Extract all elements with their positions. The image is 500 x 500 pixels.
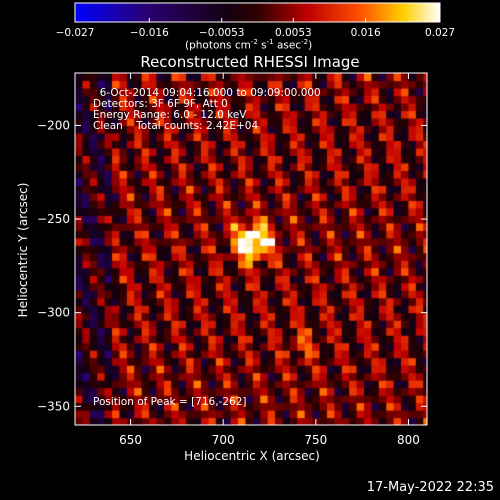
x-tick-label: 750 [304,433,327,447]
colorbar-tick-label: −0.0053 [199,27,245,39]
colorbar-tick-label: 0.016 [351,27,381,39]
colorbar-tick-label: −0.016 [130,27,169,39]
info-detectors: Detectors: 3F 6F 9F, Att 0 [93,98,228,110]
info-total-counts: Clean Total counts: 2.42E+04 [93,120,259,132]
x-tick-label: 800 [397,433,420,447]
y-tick-label: −300 [37,306,70,320]
x-axis-label: Heliocentric X (arcsec) [184,449,320,463]
y-tick-label: −350 [37,399,70,413]
chart-title: Reconstructed RHESSI Image [140,53,360,71]
colorbar-units: (photons cm-2 s-1 asec-2) [185,38,312,52]
units-sup: -2 [250,38,258,46]
units-part: (photons cm [185,39,251,52]
timestamp: 17-May-2022 22:35 [366,480,494,495]
x-tick-label: 650 [119,433,142,447]
info-time-range: 6-Oct-2014 09:04:16.000 to 09:09:00.000 [93,87,321,99]
units-sup: -2 [301,38,309,46]
colorbar-tick-label: 0.027 [425,27,455,39]
colorbar-tick-label: −0.027 [56,27,95,39]
units-part: s [257,39,267,52]
peak-position: Position of Peak = [716,-262] [93,396,247,408]
x-tick-label: 700 [212,433,235,447]
y-axis-label: Heliocentric Y (arcsec) [16,183,30,318]
heatmap-image [75,73,427,425]
units-sup: -1 [266,38,274,46]
colorbar: −0.027 −0.016 −0.0053 0.0053 0.016 0.027 [56,2,455,39]
units-part: ) [308,39,313,52]
y-tick-label: −250 [37,212,70,226]
units-part: asec [273,39,302,52]
plot-frame [74,72,428,426]
colorbar-gradient [74,2,441,23]
info-energy-range: Energy Range: 6.0 - 12.0 keV [93,109,247,121]
colorbar-tick-label: 0.0053 [275,27,312,39]
y-tick-label: −200 [37,118,70,132]
